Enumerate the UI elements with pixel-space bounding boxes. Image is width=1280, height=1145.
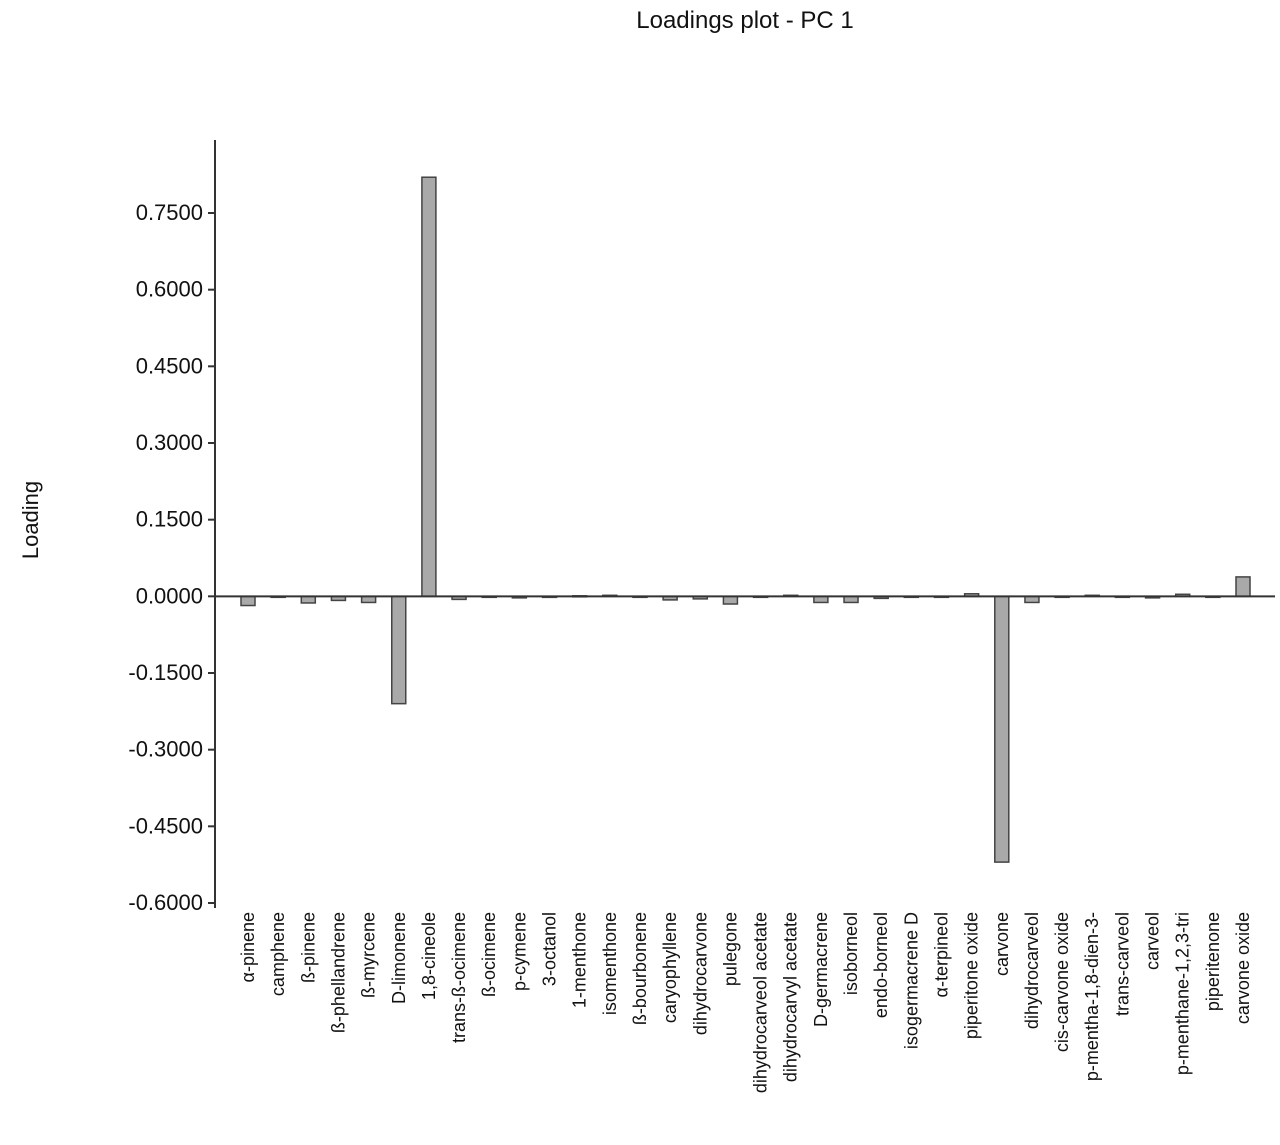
- x-tick-label-20: isoborneol: [841, 912, 861, 995]
- x-tick-label-19: D-germacrene: [811, 912, 831, 1027]
- chart-title: Loadings plot - PC 1: [636, 7, 853, 34]
- x-tick-label-3: ß-phellandrene: [328, 912, 348, 1033]
- x-tick-label-31: p-menthane-1,2,3-tri: [1173, 912, 1193, 1075]
- x-tick-label-12: isomenthone: [600, 912, 620, 1015]
- axis-layer: [214, 140, 1275, 908]
- x-tick-label-21: endo-borneol: [871, 912, 891, 1018]
- x-tick-label-10: 3-octanol: [540, 912, 560, 986]
- x-tick-label-6: 1,8-cineole: [419, 912, 439, 1000]
- x-tick-label-23: α-terpineol: [931, 912, 951, 997]
- y-axis-ticks: 0.7500 0.6000 0.4500 0.3000 0.1500 0.0000 -0.1…: [128, 200, 215, 915]
- x-tick-label-17: dihydrocarveol acetate: [751, 912, 771, 1093]
- x-tick-label-30: carveol: [1143, 912, 1163, 970]
- y-tick-label-5: 0.0000: [136, 583, 203, 608]
- bar-0: [240, 595, 256, 607]
- bar-6: [421, 176, 437, 598]
- x-tick-label-1: camphene: [268, 912, 288, 996]
- x-tick-label-14: caryophyllene: [660, 912, 680, 1023]
- x-tick-label-18: dihydrocarvyl acetate: [781, 912, 801, 1082]
- bar-5: [391, 595, 407, 705]
- x-tick-label-15: dihydrocarvone: [690, 912, 710, 1035]
- x-tick-label-27: cis-carvone oxide: [1052, 912, 1072, 1052]
- x-tick-label-22: isogermacrene D: [901, 912, 921, 1049]
- x-tick-label-0: α-pinene: [238, 912, 258, 982]
- x-tick-label-32: piperitenone: [1203, 912, 1223, 1011]
- x-axis-category-labels: α-pinene camphene ß-pinene ß-phellandrene ß-…: [238, 912, 1253, 1093]
- x-tick-label-4: ß-myrcene: [359, 912, 379, 998]
- x-tick-label-24: piperitone oxide: [962, 912, 982, 1039]
- x-tick-label-13: ß-bourbonene: [630, 912, 650, 1025]
- x-tick-label-8: ß-ocimene: [479, 912, 499, 997]
- bar-16: [722, 595, 739, 605]
- x-tick-label-29: trans-carveol: [1112, 912, 1132, 1016]
- x-tick-label-9: p-cymene: [509, 912, 529, 991]
- x-tick-label-11: 1-menthone: [570, 912, 590, 1008]
- y-tick-label-3: 0.3000: [136, 430, 203, 455]
- y-tick-label-7: -0.3000: [128, 737, 203, 762]
- x-tick-label-25: carvone: [992, 912, 1012, 976]
- y-tick-label-2: 0.4500: [136, 353, 203, 378]
- x-tick-label-26: dihydrocarveol: [1022, 912, 1042, 1029]
- y-axis-label: Loading: [18, 481, 43, 559]
- bar-25: [994, 595, 1010, 863]
- y-tick-label-8: -0.4500: [128, 813, 203, 838]
- y-tick-label-0: 0.7500: [136, 200, 203, 225]
- bars-layer: [240, 176, 1251, 863]
- x-tick-label-28: p-mentha-1,8-dien-3-: [1082, 912, 1102, 1081]
- y-tick-label-1: 0.6000: [136, 277, 203, 302]
- x-tick-label-33: carvone oxide: [1233, 912, 1253, 1024]
- y-tick-label-6: -0.1500: [128, 660, 203, 685]
- x-tick-label-7: trans-ß-ocimene: [449, 912, 469, 1043]
- bar-33: [1235, 576, 1251, 598]
- y-tick-label-4: 0.1500: [136, 507, 203, 532]
- x-tick-label-5: D-limonene: [389, 912, 409, 1004]
- y-tick-label-9: -0.6000: [128, 890, 203, 915]
- x-tick-label-16: pulegone: [720, 912, 740, 986]
- x-tick-label-2: ß-pinene: [298, 912, 318, 983]
